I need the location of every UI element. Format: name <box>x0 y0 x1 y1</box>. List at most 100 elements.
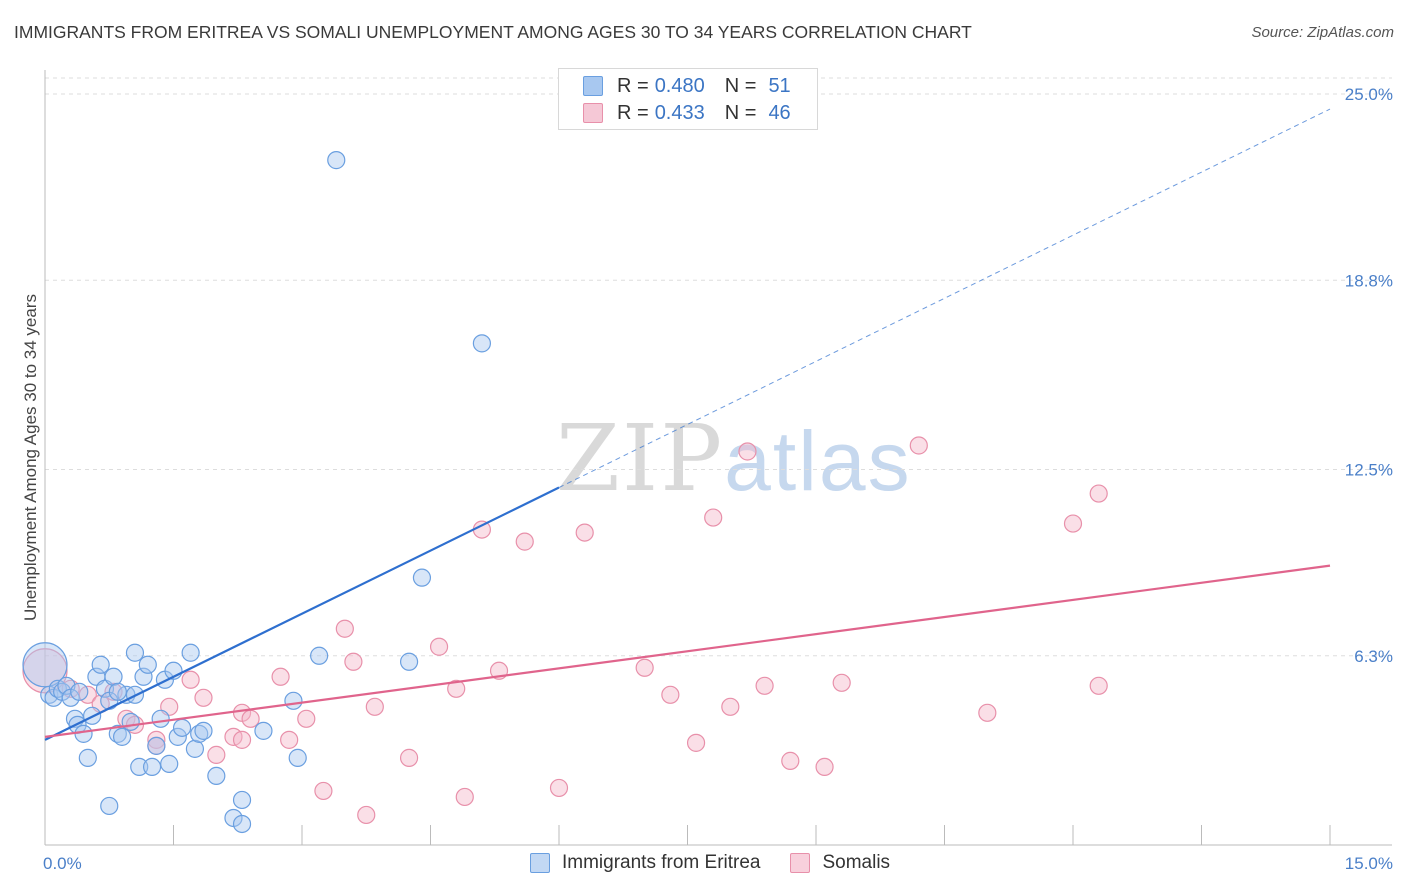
somali-point <box>447 679 466 698</box>
eritrea-point <box>168 727 187 746</box>
somali-point <box>515 532 534 551</box>
legend-r-value: 0.480 <box>654 74 705 97</box>
legend-row-somali: R = 0.433 N = 46 <box>583 100 791 126</box>
y-tick-label: 12.5% <box>1345 461 1393 480</box>
eritrea-point <box>22 642 68 688</box>
eritrea-trend-line <box>44 486 560 741</box>
somali-point <box>147 730 166 749</box>
eritrea-point <box>70 682 89 701</box>
eritrea-point <box>112 727 132 746</box>
eritrea-point <box>288 748 307 767</box>
somali-point <box>661 685 680 704</box>
somali-point <box>1089 484 1108 503</box>
somali-point <box>22 648 68 694</box>
eritrea-point <box>74 724 93 743</box>
somali-trend-line <box>44 564 1331 738</box>
somali-point <box>549 778 569 798</box>
eritrea-point <box>284 691 303 710</box>
somali-point <box>755 676 774 695</box>
eritrea-point <box>310 646 329 665</box>
legend-n-value: 46 <box>768 101 791 124</box>
somali-point <box>271 667 290 686</box>
somali-point <box>399 748 419 767</box>
eritrea-point <box>100 796 119 816</box>
watermark-atlas: atlas <box>724 414 912 508</box>
legend-swatch-eritrea <box>530 853 550 873</box>
somali-point <box>280 730 299 749</box>
legend-item-eritrea: Immigrants from Eritrea <box>530 852 760 874</box>
series-legend: Immigrants from Eritrea Somalis <box>530 852 920 874</box>
eritrea-point <box>78 748 97 767</box>
somali-point <box>357 805 376 825</box>
legend-r-value: 0.433 <box>654 101 705 124</box>
somali-point <box>738 442 757 461</box>
somali-point <box>635 658 654 677</box>
somali-point <box>232 730 252 749</box>
somali-point <box>207 745 226 764</box>
legend-swatch-eritrea <box>583 76 603 96</box>
y-tick-label: 18.8% <box>1345 271 1393 290</box>
somali-point <box>721 697 740 716</box>
legend-n-value: 51 <box>768 74 791 97</box>
somali-point <box>575 523 594 542</box>
somali-point <box>1063 514 1083 533</box>
eritrea-point <box>412 568 432 587</box>
y-tick-label: 25.0% <box>1345 85 1393 104</box>
somali-point <box>194 688 213 707</box>
y-axis-label: Unemployment Among Ages 30 to 34 years <box>21 294 40 621</box>
eritrea-point <box>147 736 166 755</box>
somali-point <box>297 709 316 728</box>
eritrea-point <box>472 334 491 353</box>
legend-item-somali: Somalis <box>790 852 890 874</box>
somali-point <box>335 619 354 638</box>
somali-point <box>978 703 997 722</box>
eritrea-point <box>121 712 140 731</box>
somali-point <box>241 709 260 728</box>
somali-point <box>832 673 851 692</box>
somali-point <box>314 781 333 801</box>
legend-n-key: N = <box>724 101 757 124</box>
somali-point <box>365 697 384 716</box>
correlation-legend: R = 0.480 N = 51 R = 0.433 N = 46 <box>558 68 818 130</box>
x-tick-label: 0.0% <box>43 854 82 873</box>
watermark: ZIPatlas <box>556 405 912 512</box>
legend-swatch-somali <box>790 853 811 873</box>
eritrea-point <box>232 790 252 810</box>
eritrea-point <box>142 757 162 776</box>
eritrea-point <box>181 643 200 662</box>
eritrea-point <box>172 718 192 737</box>
legend-swatch-somali <box>583 103 603 123</box>
eritrea-point <box>207 766 226 786</box>
eritrea-trend-extension <box>558 108 1331 488</box>
eritrea-point <box>151 709 170 728</box>
eritrea-point <box>108 682 127 701</box>
legend-n-key: N = <box>724 74 757 97</box>
eritrea-point <box>160 754 179 773</box>
eritrea-point <box>232 814 252 834</box>
legend-row-eritrea: R = 0.480 N = 51 <box>583 73 791 99</box>
eritrea-point <box>134 667 153 686</box>
eritrea-point <box>194 721 213 740</box>
legend-r-key: R = <box>617 101 649 124</box>
y-tick-label: 6.3% <box>1354 647 1393 666</box>
legend-label-eritrea: Immigrants from Eritrea <box>562 852 761 873</box>
eritrea-point <box>327 151 346 170</box>
somali-point <box>704 508 723 527</box>
somali-point <box>429 637 449 656</box>
somali-point <box>455 787 474 807</box>
eritrea-point <box>91 655 110 674</box>
x-tick-label: 15.0% <box>1345 854 1393 873</box>
eritrea-point <box>399 652 419 671</box>
eritrea-point <box>104 667 123 686</box>
watermark-zip: ZIP <box>556 405 725 512</box>
somali-point <box>781 751 800 770</box>
somali-point <box>815 757 834 776</box>
legend-r-key: R = <box>617 74 649 97</box>
somali-point <box>686 733 706 752</box>
eritrea-point <box>185 739 205 758</box>
somali-point <box>344 652 363 671</box>
legend-label-somali: Somalis <box>822 852 891 873</box>
eritrea-point <box>130 757 149 776</box>
somali-point <box>909 436 928 455</box>
